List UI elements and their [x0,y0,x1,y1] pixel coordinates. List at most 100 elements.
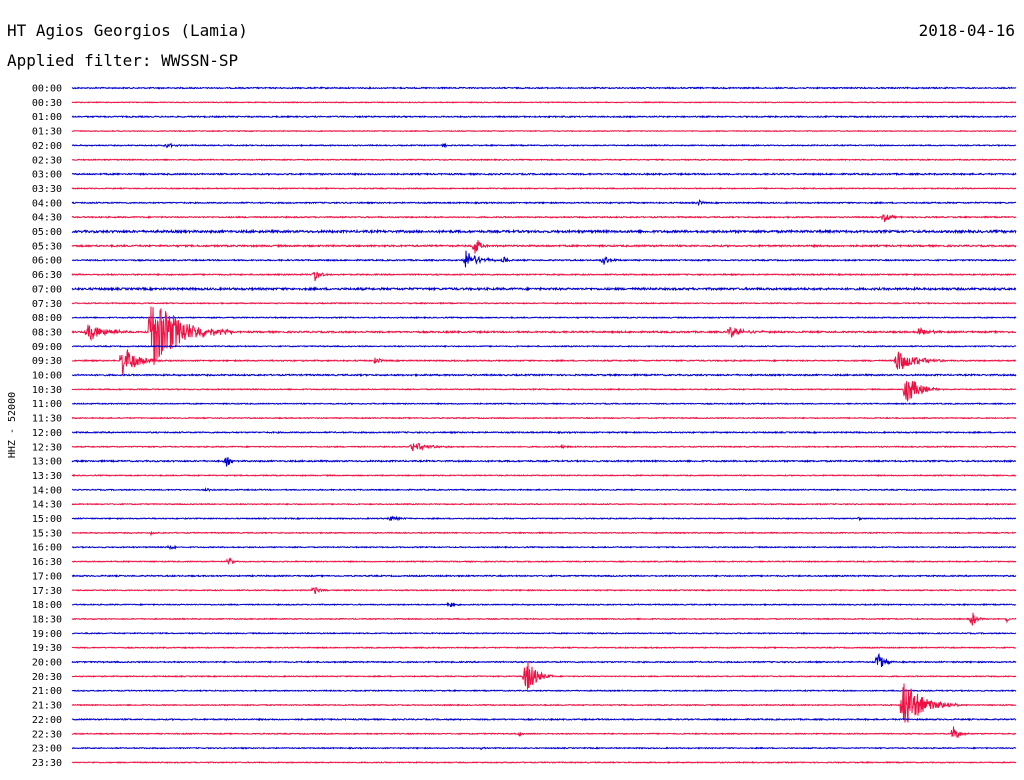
trace-line-1130 [71,416,1017,420]
time-label: 00:30 [32,98,62,109]
trace-line-0430 [71,214,1017,222]
time-label: 04:00 [32,198,62,209]
time-label: 10:00 [32,371,62,382]
time-label: 12:00 [32,428,62,439]
trace-line-0400 [71,198,1017,207]
trace-line-2330 [71,760,1017,764]
time-label: 22:00 [32,715,62,726]
time-label: 03:00 [32,170,62,181]
time-label: 22:30 [32,729,62,740]
seismic-traces [71,86,1017,764]
trace-line-0930 [71,349,1017,375]
time-label: 07:30 [32,299,62,310]
trace-line-1430 [71,502,1017,506]
trace-line-0130 [71,129,1017,133]
trace-line-1830 [71,612,1017,626]
time-labels: 00:00 00:30 01:00 01:30 02:00 02:30 03:00 03:30… [32,84,62,769]
trace-line-1730 [71,586,1017,594]
time-label: 05:30 [32,241,62,252]
time-label: 16:00 [32,543,62,554]
trace-line-1600 [71,544,1017,551]
trace-line-0730 [71,301,1017,305]
date-label: 2018-04-16 [919,21,1015,40]
trace-line-0230 [72,158,1017,162]
time-label: 13:00 [32,457,62,468]
trace-line-1030 [71,381,1017,403]
trace-line-0030 [71,101,1017,104]
time-label: 15:00 [32,514,62,525]
time-label: 21:30 [32,701,62,712]
time-label: 01:00 [32,112,62,123]
trace-line-1700 [71,574,1017,578]
time-label: 10:30 [32,385,62,396]
time-label: 23:30 [32,758,62,769]
time-label: 05:00 [32,227,62,238]
time-label: 04:30 [32,213,62,224]
time-label: 02:30 [32,155,62,166]
trace-line-2030 [71,661,1017,690]
trace-line-0100 [71,114,1017,119]
trace-line-2230 [71,726,1017,739]
time-label: 16:30 [32,557,62,568]
trace-line-1200 [71,430,1016,435]
trace-line-0500 [71,228,1017,235]
trace-line-1630 [71,557,1017,565]
time-label: 14:30 [32,500,62,511]
time-label: 00:00 [32,84,62,95]
trace-line-0330 [71,186,1017,190]
trace-line-0800 [71,316,1017,320]
trace-line-2300 [71,746,1017,751]
trace-line-0600 [71,250,1017,268]
time-label: 02:00 [32,141,62,152]
time-label: 21:00 [32,686,62,697]
trace-line-1230 [71,442,1017,452]
time-label: 20:30 [32,672,62,683]
trace-line-0200 [71,142,1017,149]
time-label: 11:00 [32,399,62,410]
time-label: 14:00 [32,485,62,496]
time-label: 06:00 [32,256,62,267]
trace-line-1330 [72,473,1017,477]
time-label: 09:30 [32,356,62,367]
time-label: 17:30 [32,586,62,597]
trace-line-1000 [71,372,1017,378]
filter-label: Applied filter: WWSSN-SP [7,51,238,70]
time-label: 03:30 [32,184,62,195]
trace-line-1100 [71,402,1017,406]
time-label: 09:00 [32,342,62,353]
trace-line-2100 [71,689,1017,693]
trace-line-0000 [71,86,1017,90]
trace-line-1530 [71,530,1017,537]
time-label: 23:00 [32,744,62,755]
trace-line-1300 [71,457,1017,467]
time-label: 20:00 [32,658,62,669]
time-label: 12:30 [32,442,62,453]
trace-line-0700 [71,286,1017,292]
channel-label: HHZ - 52000 [7,392,18,458]
time-label: 19:00 [32,629,62,640]
trace-line-1800 [71,601,1017,608]
time-label: 08:00 [32,313,62,324]
time-label: 07:00 [32,284,62,295]
trace-line-0830 [71,306,1017,366]
time-label: 06:30 [32,270,62,281]
trace-line-1900 [71,631,1017,635]
time-label: 08:30 [32,327,62,338]
time-label: 01:30 [32,127,62,138]
trace-line-2200 [71,717,1017,722]
time-label: 19:30 [32,643,62,654]
time-label: 18:00 [32,600,62,611]
trace-line-0900 [72,344,1017,348]
trace-line-1500 [71,515,1017,522]
trace-line-2000 [71,652,1017,668]
time-label: 18:30 [32,614,62,625]
trace-line-1400 [72,486,1017,493]
time-label: 11:30 [32,414,62,425]
station-title: HT Agios Georgios (Lamia) [7,21,248,40]
time-label: 15:30 [32,528,62,539]
trace-line-2130 [71,683,1017,723]
trace-line-1930 [71,646,1017,650]
trace-line-0300 [71,171,1017,177]
time-label: 17:00 [32,571,62,582]
